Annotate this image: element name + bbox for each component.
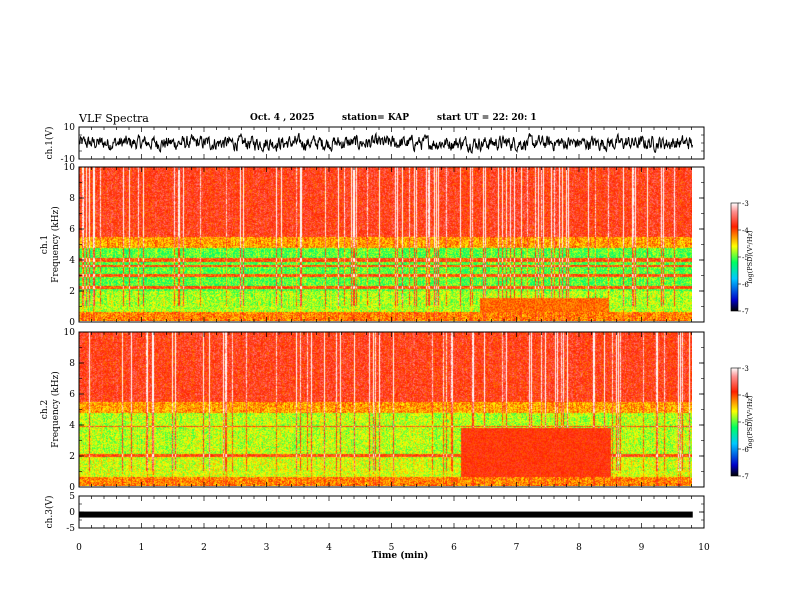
x-tick-label: 1	[139, 543, 145, 553]
x-tick-label: 10	[698, 543, 710, 553]
colorbar-tick-label: -3	[742, 200, 749, 208]
y-tick-label: -5	[66, 524, 75, 534]
x-axis-label: Time (min)	[372, 550, 429, 561]
colorbar-tick-label: -3	[742, 365, 749, 373]
colorbar-label-2: log(PSD)(V²/Hz)	[746, 395, 754, 448]
colorbar-tick-label: -4	[742, 227, 749, 235]
y-tick-label: 10	[64, 163, 76, 173]
colorbar-label-1: log(PSD)(V²/Hz)	[746, 230, 754, 283]
y-tick-label: 8	[69, 359, 75, 369]
y-tick-label: 4	[69, 256, 75, 266]
y-tick-label: 5	[69, 492, 75, 502]
x-tick-label: 5	[389, 543, 395, 553]
ch3-ylabel: ch.3(V)	[44, 496, 55, 529]
ch2-spectrogram-image	[79, 332, 692, 486]
x-tick-label: 2	[201, 543, 207, 553]
y-tick-label: 6	[69, 225, 75, 235]
ch1-spec-ylabel: Frequency (kHz)	[50, 206, 61, 283]
ch2-spec-label-channel: ch.2	[40, 400, 50, 419]
ch1-ylabel: ch.1(V)	[44, 127, 55, 160]
ch1-waveform-line	[78, 131, 693, 154]
colorbar-2	[730, 367, 739, 477]
y-tick-label: 10	[64, 328, 76, 338]
colorbar-tick-label: -6	[742, 281, 749, 289]
y-tick-label: 8	[69, 194, 75, 204]
x-tick-label: 6	[451, 543, 457, 553]
colorbar-tick-label: -5	[742, 419, 749, 427]
y-tick-label: 4	[69, 421, 75, 431]
colorbar-tick-label: -7	[742, 473, 749, 481]
panel-frame-s1	[78, 166, 705, 323]
ch3-waveform-line	[79, 511, 693, 518]
colorbar-tick-label: -7	[742, 308, 749, 316]
x-tick-label: 4	[326, 543, 332, 553]
ch1-spectrogram-image	[79, 167, 692, 321]
colorbar-1	[730, 202, 739, 312]
y-tick-label: 10	[64, 123, 76, 133]
y-tick-label: 2	[69, 287, 75, 297]
x-tick-label: 9	[639, 543, 645, 553]
y-tick-label: 2	[69, 452, 75, 462]
y-tick-label: 0	[69, 508, 75, 518]
panel-frame-s2	[78, 331, 705, 488]
colorbar-tick-label: -6	[742, 446, 749, 454]
y-tick-label: 6	[69, 390, 75, 400]
ch2-spec-ylabel: Frequency (kHz)	[50, 371, 61, 448]
y-tick-label: -10	[61, 155, 76, 165]
colorbar-tick-label: -5	[742, 254, 749, 262]
station-label: station= KAP	[342, 113, 410, 123]
x-tick-label: 3	[264, 543, 270, 553]
y-tick-label: 0	[69, 483, 75, 493]
x-tick-label: 8	[576, 543, 582, 553]
y-tick-label: 0	[69, 318, 75, 328]
ch1-spec-label-channel: ch.1	[40, 235, 50, 254]
figure-title: VLF Spectra	[79, 112, 149, 125]
start-time-label: start UT = 22: 20: 1	[437, 113, 537, 123]
date-label: Oct. 4 , 2025	[250, 113, 315, 123]
colorbar-tick-label: -4	[742, 392, 749, 400]
x-tick-label: 0	[76, 543, 82, 553]
x-tick-label: 7	[514, 543, 520, 553]
